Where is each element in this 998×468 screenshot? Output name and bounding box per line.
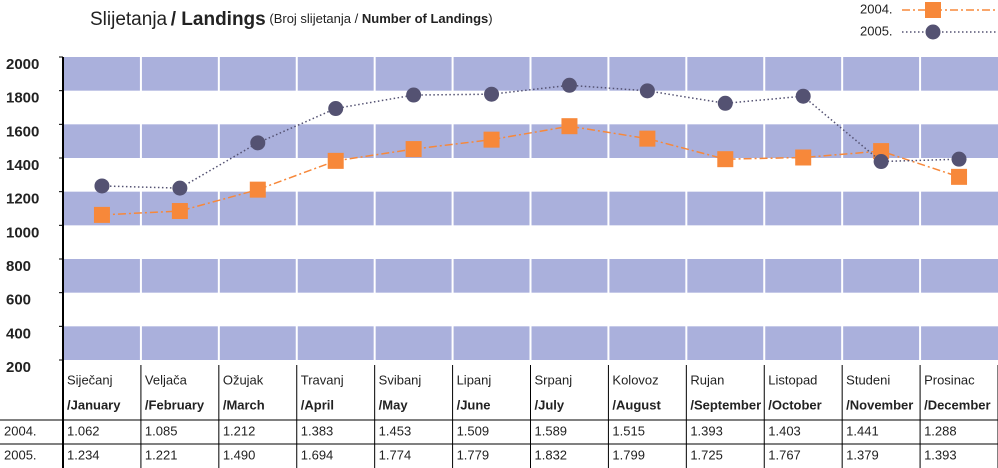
row-label: 2005. (4, 447, 37, 462)
x-tick-label-en: /December (924, 397, 990, 412)
table-value: 1.212 (223, 423, 256, 438)
marker (639, 83, 655, 99)
table-value: 1.832 (535, 447, 568, 462)
table-value: 1.774 (379, 447, 412, 462)
x-tick-label-en: /May (379, 397, 409, 412)
marker (250, 135, 266, 151)
y-tick-label: 2000 (6, 56, 39, 73)
legend-label: 2005. (860, 23, 893, 38)
y-tick-label: 1000 (6, 224, 39, 241)
marker (483, 131, 500, 148)
legend-marker (925, 2, 941, 18)
table-value: 1.403 (768, 423, 801, 438)
x-tick-label: Lipanj (457, 372, 492, 387)
marker (717, 95, 733, 111)
x-tick-label-en: /July (535, 397, 565, 412)
x-tick-label: Srpanj (535, 372, 573, 387)
marker (172, 180, 188, 196)
table-value: 1.062 (67, 423, 100, 438)
x-tick-label-en: /March (223, 397, 265, 412)
marker (873, 154, 889, 170)
table-value: 1.589 (535, 423, 568, 438)
x-tick-label-en: /August (612, 397, 661, 412)
marker (327, 152, 344, 169)
series-line (101, 84, 960, 189)
marker (328, 101, 344, 117)
marker (795, 149, 812, 166)
x-tick-label-en: /April (301, 397, 334, 412)
x-tick-label: Kolovoz (612, 372, 658, 387)
table-value: 1.393 (690, 423, 723, 438)
marker (406, 87, 422, 103)
marker (795, 88, 811, 104)
table-value: 1.490 (223, 447, 256, 462)
marker (93, 206, 110, 223)
row-label: 2004. (4, 423, 37, 438)
x-tick-label-en: /October (768, 397, 821, 412)
marker (561, 118, 578, 135)
x-tick-label: Travanj (301, 372, 344, 387)
marker (951, 151, 967, 167)
x-tick-label-en: /September (690, 397, 761, 412)
x-tick-label: Siječanj (67, 372, 113, 387)
marker (249, 181, 266, 198)
x-tick-label-en: /January (67, 397, 121, 412)
y-tick-label: 800 (6, 258, 31, 275)
marker (171, 203, 188, 220)
x-tick-label: Ožujak (223, 372, 264, 387)
table-value: 1.393 (924, 447, 957, 462)
table-value: 1.221 (145, 447, 178, 462)
marker (639, 130, 656, 147)
marker (561, 77, 577, 93)
y-tick-label: 600 (6, 292, 31, 309)
x-tick-label-en: /June (457, 397, 491, 412)
y-tick-label: 400 (6, 325, 31, 342)
x-tick-label: Listopad (768, 372, 817, 387)
legend-marker (925, 24, 941, 40)
x-tick-label-en: /November (846, 397, 913, 412)
x-tick-label: Svibanj (379, 372, 422, 387)
y-tick-label: 200 (6, 359, 31, 376)
table-value: 1.085 (145, 423, 178, 438)
title-part: Slijetanja (90, 9, 168, 30)
legend-label: 2004. (860, 1, 893, 16)
marker (717, 151, 734, 168)
title-part: ) (488, 11, 492, 26)
marker (405, 141, 422, 158)
y-tick-label: 1400 (6, 157, 39, 174)
table-value: 1.453 (379, 423, 412, 438)
title-part: / Landings (171, 9, 266, 30)
series-line (101, 125, 960, 216)
chart-title: Slijetanja / Landings (Broj slijetanja /… (90, 9, 493, 30)
marker (951, 168, 968, 185)
x-tick-label: Rujan (690, 372, 724, 387)
y-tick-label: 1600 (6, 123, 39, 140)
table-value: 1.288 (924, 423, 957, 438)
x-tick-label: Prosinac (924, 372, 975, 387)
x-tick-label-en: /February (145, 397, 205, 412)
table-value: 1.234 (67, 447, 100, 462)
marker (484, 86, 500, 102)
marker (873, 143, 890, 160)
table-value: 1.799 (612, 447, 645, 462)
table-value: 1.725 (690, 447, 723, 462)
table-value: 1.694 (301, 447, 334, 462)
table-value: 1.509 (457, 423, 490, 438)
table-value: 1.379 (846, 447, 879, 462)
y-tick-label: 1200 (6, 191, 39, 208)
table-value: 1.779 (457, 447, 490, 462)
title-part: Number of Landings (362, 11, 488, 26)
table-value: 1.767 (768, 447, 801, 462)
marker (94, 178, 110, 194)
table-value: 1.515 (612, 423, 645, 438)
x-tick-label: Veljača (145, 372, 188, 387)
table-value: 1.383 (301, 423, 334, 438)
y-tick-label: 1800 (6, 90, 39, 107)
x-tick-label: Studeni (846, 372, 890, 387)
title-part: (Broj slijetanja / (269, 11, 358, 26)
table-value: 1.441 (846, 423, 879, 438)
